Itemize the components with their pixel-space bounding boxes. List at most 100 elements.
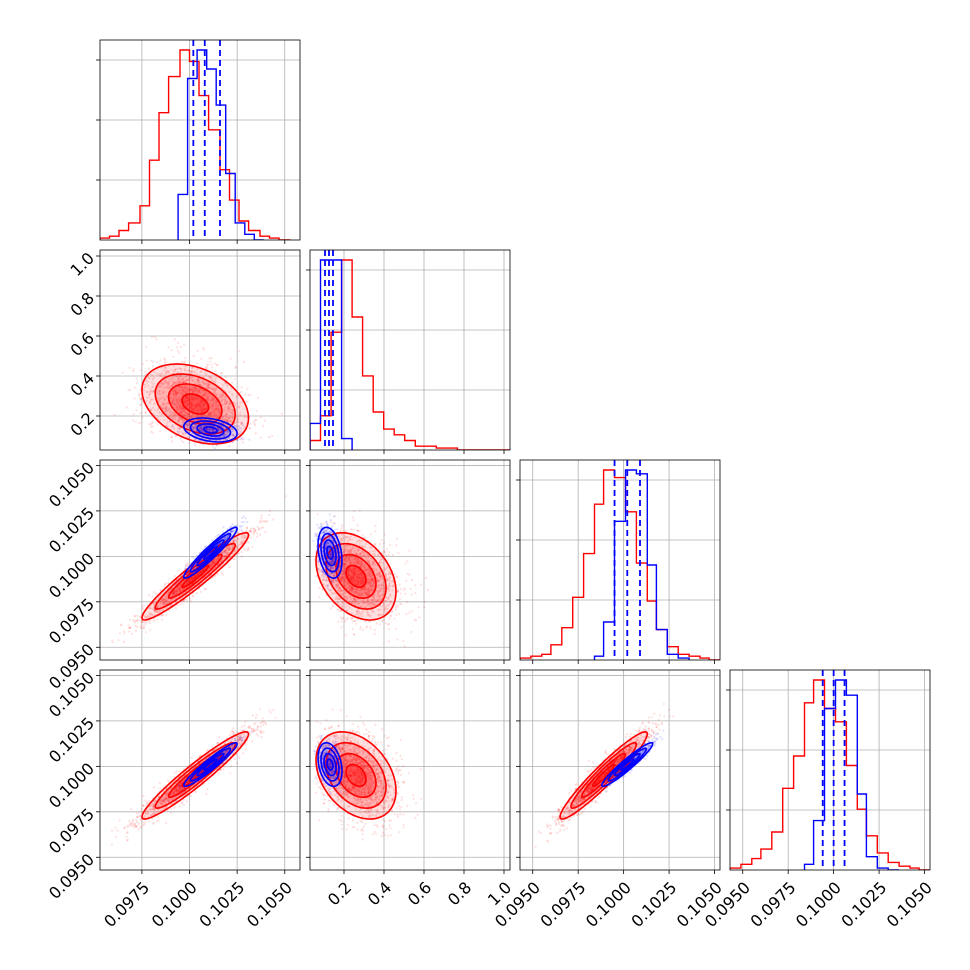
density-series-0: [141, 531, 250, 621]
histogram-series-1-param-0: [177, 49, 264, 240]
x-tick-label-col-3-1: 0.0975: [746, 878, 799, 931]
density-series-1: [182, 417, 238, 443]
panel-frame: [519, 459, 721, 661]
y-tick-label-row-1-2: 0.6: [67, 329, 98, 360]
y-tick-label-row-2-2: 0.1000: [45, 549, 98, 602]
x-tick-label-col-1-3: 0.8: [444, 878, 475, 909]
panel-frame: [519, 669, 721, 871]
contour-series-0-level-0: [559, 730, 649, 820]
grid: [310, 250, 510, 450]
contour-series-1-level-2: [323, 539, 337, 567]
contour-series-1-level-0: [182, 526, 238, 580]
contour-series-0-level-0: [315, 532, 397, 621]
contour-series-1-level-3: [326, 545, 334, 560]
panel-3-2: [516, 669, 721, 874]
grid: [520, 460, 720, 660]
x-tick-label-col-0-0: 0.0975: [100, 878, 153, 931]
histogram-series-0-param-2: [520, 469, 720, 660]
y-tick-label-row-1-0: 0.2: [67, 409, 98, 440]
contour-series-1-level-3: [620, 758, 635, 771]
panel-1-0: [96, 249, 301, 454]
x-tick-label-col-2-2: 0.1000: [582, 878, 635, 931]
y-tick-label-row-3-2: 0.1000: [45, 759, 98, 812]
x-tick-label-col-3-3: 0.1025: [837, 878, 890, 931]
density-series-0: [315, 532, 397, 621]
x-tick-label-col-0-3: 0.1050: [243, 878, 296, 931]
panel-frame: [309, 249, 511, 451]
contour-series-0-level-0: [315, 730, 397, 820]
contour-series-1-level-2: [323, 752, 337, 777]
panel-frame: [99, 669, 301, 871]
density-series-1: [317, 526, 343, 580]
contour-series-0-level-3: [345, 564, 367, 589]
contour-series-1-level-3: [203, 426, 218, 434]
panel-frame: [309, 669, 511, 871]
density-series-0: [315, 730, 397, 820]
panel-3-1: [306, 669, 511, 874]
contour-series-1-level-2: [613, 752, 641, 777]
contour-series-1-level-3: [203, 758, 218, 771]
density-series-1: [600, 741, 654, 788]
histogram-series-0-param-0: [100, 49, 291, 240]
grid: [520, 670, 720, 870]
contour-series-1-level-2: [196, 423, 225, 437]
grid: [310, 460, 510, 660]
y-tick-label-row-3-3: 0.1025: [45, 713, 98, 766]
y-tick-label-row-2-3: 0.1025: [45, 503, 98, 556]
contour-series-1-level-0: [600, 741, 654, 788]
contour-series-1-level-2: [196, 539, 225, 567]
histogram-series-0-param-1: [310, 259, 510, 450]
density-series-1: [182, 741, 238, 788]
x-tick-label-col-0-1: 0.1000: [148, 878, 201, 931]
contour-series-0-level-3: [345, 763, 367, 788]
contour-series-1-level-1: [320, 747, 340, 782]
density-series-1: [317, 741, 343, 788]
contour-series-0-level-2: [335, 553, 377, 600]
histogram-series-1-param-1: [310, 259, 353, 450]
contour-series-0-level-0: [141, 730, 250, 820]
contour-series-1-level-2: [196, 752, 225, 777]
histogram-series-1-param-3: [803, 679, 900, 870]
contour-series-0-level-1: [325, 741, 387, 810]
x-tick-label-col-2-3: 0.1025: [627, 878, 680, 931]
grid: [310, 670, 510, 870]
x-tick-label-col-1-1: 0.4: [364, 878, 395, 909]
y-tick-label-row-2-1: 0.0975: [45, 594, 98, 647]
x-tick-label-col-3-2: 0.1000: [792, 878, 845, 931]
contour-series-1-level-0: [317, 741, 343, 788]
contour-series-1-level-1: [607, 747, 648, 782]
y-tick-label-row-3-0: 0.0950: [45, 850, 98, 903]
contour-series-1-level-0: [317, 526, 343, 580]
panel-2-2: [516, 459, 721, 664]
x-tick-label-col-3-4: 0.1050: [883, 878, 936, 931]
contour-series-1-level-0: [182, 417, 238, 443]
density-series-1: [182, 526, 238, 580]
contour-series-0-level-3: [591, 763, 616, 788]
contour-series-0-level-3: [181, 393, 210, 415]
panel-3-3: [726, 669, 931, 874]
contour-series-1-level-0: [182, 741, 238, 788]
panel-frame: [99, 39, 301, 241]
contour-series-0-level-1: [154, 741, 237, 810]
y-tick-label-row-1-4: 1.0: [67, 249, 98, 280]
grid: [100, 250, 300, 450]
histogram-series-1-param-2: [593, 469, 690, 660]
y-tick-label-row-1-3: 0.8: [67, 289, 98, 320]
x-tick-label-col-2-1: 0.0975: [536, 878, 589, 931]
y-tick-label-row-3-1: 0.0975: [45, 804, 98, 857]
contour-series-1-level-1: [189, 532, 232, 573]
density-series-0: [559, 730, 649, 820]
contour-series-1-level-3: [326, 758, 334, 771]
x-tick-label-col-0-2: 0.1025: [195, 878, 248, 931]
panel-3-0: [96, 669, 301, 874]
x-tick-label-col-1-0: 0.2: [324, 878, 355, 909]
contour-series-1-level-3: [203, 545, 218, 560]
contour-series-0-level-1: [154, 373, 237, 435]
contour-series-1-level-1: [189, 420, 232, 440]
panel-0-0: [96, 39, 301, 244]
x-tick-label-col-1-2: 0.6: [404, 878, 435, 909]
panel-frame: [729, 669, 931, 871]
contour-series-1-level-1: [189, 747, 232, 782]
panel-frame: [99, 459, 301, 661]
